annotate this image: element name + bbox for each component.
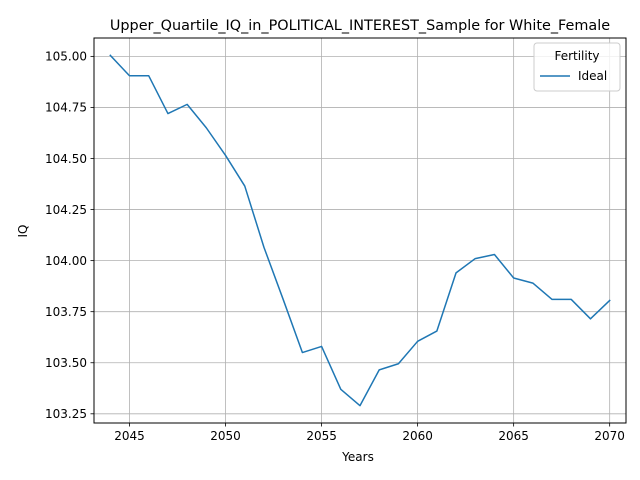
data-point xyxy=(225,155,227,157)
legend-label-ideal: Ideal xyxy=(578,69,607,83)
data-point xyxy=(282,299,284,301)
legend-box xyxy=(533,42,621,92)
series-line-ideal xyxy=(109,54,611,407)
x-tick-label: 2070 xyxy=(594,429,625,443)
data-point xyxy=(551,299,553,301)
data-point xyxy=(436,330,438,332)
data-point xyxy=(263,247,265,249)
x-tick-label: 2055 xyxy=(306,429,337,443)
data-point xyxy=(110,55,112,57)
data-point xyxy=(206,127,208,129)
data-point xyxy=(244,185,246,187)
data-point xyxy=(398,363,400,365)
data-point xyxy=(417,341,419,343)
x-axis: 2045 2050 2055 2060 2065 2070 xyxy=(114,423,625,443)
y-tick-label: 104.00 xyxy=(45,254,87,268)
data-point xyxy=(513,277,515,279)
y-tick-label: 104.25 xyxy=(45,203,87,217)
x-tick-label: 2045 xyxy=(114,429,145,443)
y-tick-label: 105.00 xyxy=(45,50,87,64)
legend-title: Fertility xyxy=(554,49,599,63)
data-point xyxy=(609,300,611,302)
x-tick-label: 2065 xyxy=(498,429,529,443)
data-point xyxy=(359,405,361,407)
x-tick-label: 2050 xyxy=(210,429,241,443)
data-point xyxy=(474,258,476,260)
data-point xyxy=(148,75,150,77)
data-point xyxy=(590,318,592,320)
chart-title: Upper_Quartile_IQ_in_POLITICAL_INTEREST_… xyxy=(110,18,610,34)
data-point xyxy=(340,389,342,391)
y-tick-label: 104.50 xyxy=(45,152,87,166)
data-point xyxy=(378,369,380,371)
y-tick-label: 104.75 xyxy=(45,101,87,115)
data-point xyxy=(570,299,572,301)
data-point xyxy=(302,352,304,354)
series-layer xyxy=(109,54,611,407)
y-axis: 103.25 103.50 103.75 104.00 104.25 104.50 104.… xyxy=(45,50,94,421)
data-point xyxy=(167,113,169,115)
data-point xyxy=(494,254,496,256)
y-tick-label: 103.50 xyxy=(45,356,87,370)
y-tick-label: 103.75 xyxy=(45,305,87,319)
data-point xyxy=(455,272,457,274)
plot-frame xyxy=(93,37,627,424)
data-point xyxy=(186,104,188,106)
x-axis-label: Years xyxy=(341,450,374,464)
x-tick-label: 2060 xyxy=(402,429,433,443)
data-point xyxy=(532,282,534,284)
grid-lines xyxy=(94,38,626,423)
data-point xyxy=(321,346,323,348)
y-tick-label: 103.25 xyxy=(45,407,87,421)
data-point xyxy=(129,75,131,77)
legend: Fertility Ideal xyxy=(533,42,621,92)
y-axis-label: IQ xyxy=(16,225,30,238)
